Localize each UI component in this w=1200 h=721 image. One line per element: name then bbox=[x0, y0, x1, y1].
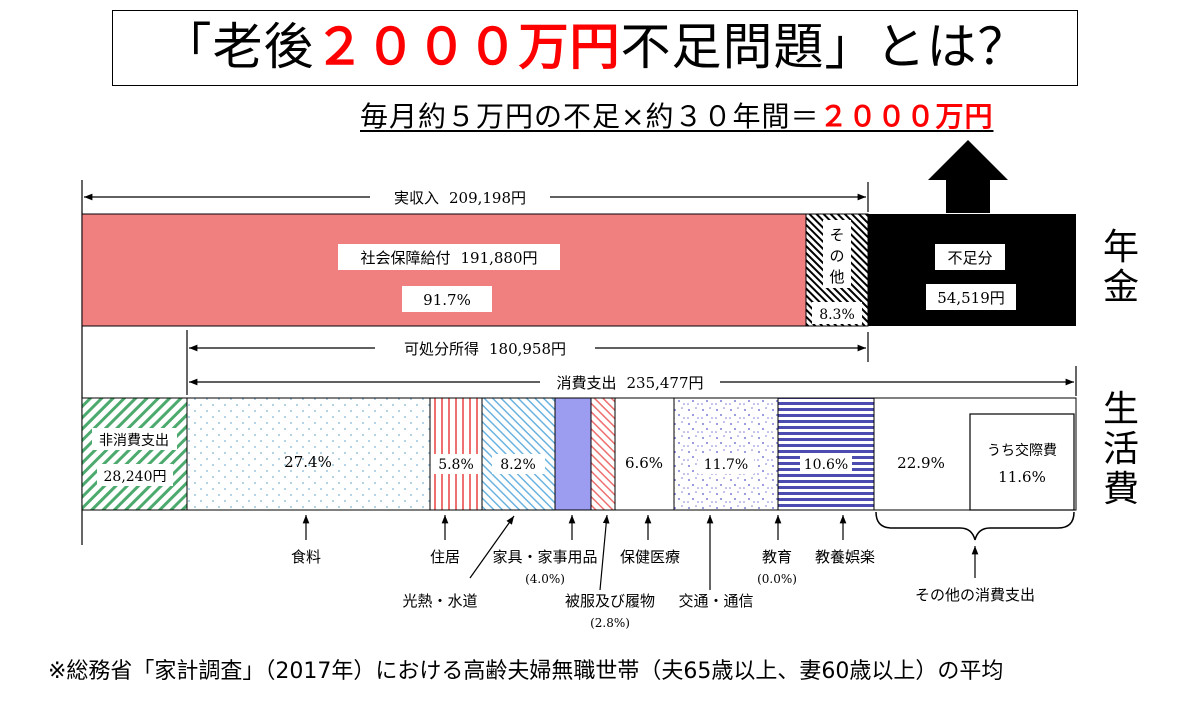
other-consumption-pct: 22.9% bbox=[897, 454, 945, 472]
consumption-label: 消費支出 235,477円 bbox=[556, 374, 703, 392]
income-other-pct: 8.3% bbox=[819, 307, 855, 323]
non-consumption-label: 非消費支出 bbox=[99, 433, 169, 449]
transport-pct: 11.7% bbox=[704, 457, 748, 473]
income-other-label-bg bbox=[823, 220, 851, 288]
food-pct: 27.4% bbox=[284, 453, 332, 471]
source-footnote: ※総務省「家計調査」（2017年）における高齢夫婦無職世帯（夫65歳以上、妻60… bbox=[48, 659, 1004, 684]
label-medical: 保健医療 bbox=[620, 548, 680, 566]
disposable-label: 可処分所得 180,958円 bbox=[404, 340, 566, 358]
page-title: 「老後２０００万円不足問題」とは？ bbox=[113, 17, 1077, 77]
social-security-label: 社会保障給付 191,880円 bbox=[360, 249, 537, 267]
shortfall-value-bg bbox=[926, 284, 1016, 310]
label-utilities: 光熱・水道 bbox=[402, 592, 477, 610]
bar-entertainment-expenses bbox=[969, 413, 1075, 511]
transport-pct-bg bbox=[698, 454, 754, 474]
label-education-pct: (0.0%) bbox=[757, 572, 797, 586]
shortfall-up-arrow bbox=[928, 140, 1008, 213]
label-food: 食料 bbox=[291, 548, 321, 566]
income-total-label-bg bbox=[370, 186, 550, 208]
shortfall-label: 不足分 bbox=[947, 249, 992, 267]
disposable-label-bg bbox=[375, 337, 595, 359]
entertainment-expenses-pct: 11.6% bbox=[998, 468, 1046, 486]
shortfall-formula: 毎月約５万円の不足×約３０年間＝２０００万円 bbox=[360, 99, 1086, 135]
label-entertainment: 教養娯楽 bbox=[815, 548, 875, 566]
bar-clothing bbox=[590, 397, 616, 511]
label-clothing-pct: (2.8%) bbox=[590, 616, 630, 630]
shortfall-value: 54,519円 bbox=[937, 289, 1005, 307]
pointer-utilities bbox=[469, 515, 515, 579]
bar-entertainment bbox=[777, 397, 875, 511]
income-other-label: その他 bbox=[829, 226, 844, 286]
title-highlight: ２０００万円 bbox=[314, 18, 621, 76]
social-security-pct-bg bbox=[402, 286, 492, 312]
housing-pct-bg bbox=[434, 454, 478, 474]
side-label-living: 生活費 bbox=[1102, 389, 1139, 510]
non-consumption-value-bg bbox=[97, 464, 173, 486]
shortfall-label-bg bbox=[935, 244, 1005, 270]
entertainment-pct: 10.6% bbox=[804, 457, 848, 473]
bar-food bbox=[186, 397, 431, 511]
non-consumption-label-bg bbox=[92, 428, 177, 450]
consumption-label-bg bbox=[540, 371, 720, 393]
non-consumption-value: 28,240円 bbox=[104, 469, 167, 485]
housing-pct: 5.8% bbox=[438, 457, 474, 473]
label-transport: 交通・通信 bbox=[678, 592, 753, 610]
label-education: 教育 bbox=[762, 548, 792, 566]
pointer-clothing bbox=[599, 514, 610, 591]
income-other-pct-bg bbox=[812, 302, 862, 324]
utilities-pct-bg bbox=[492, 454, 545, 474]
social-security-pct: 91.7% bbox=[423, 291, 471, 309]
bar-non-consumption bbox=[81, 397, 188, 511]
entertainment-pct-bg bbox=[800, 454, 852, 474]
label-other-consumption: その他の消費支出 bbox=[915, 586, 1035, 604]
side-label-pension: 年金 bbox=[1102, 227, 1139, 308]
title-box: 「老後２０００万円不足問題」とは？ bbox=[112, 10, 1078, 86]
utilities-pct: 8.2% bbox=[500, 457, 536, 473]
bar-furniture bbox=[554, 397, 592, 511]
entertainment-expenses-label: うち交際費 bbox=[987, 442, 1057, 459]
medical-pct: 6.6% bbox=[625, 454, 663, 472]
title-prefix: 「老後 bbox=[161, 18, 315, 76]
formula-text: 毎月約５万円の不足×約３０年間＝ bbox=[360, 100, 820, 133]
label-clothing: 被服及び履物 bbox=[565, 592, 655, 610]
income-total-label: 実収入 209,198円 bbox=[394, 189, 526, 207]
formula-highlight: ２０００万円 bbox=[819, 100, 994, 133]
other-consumption-brace bbox=[875, 511, 1075, 541]
label-housing: 住居 bbox=[430, 548, 460, 566]
label-furniture: 家具・家事用品 bbox=[492, 548, 597, 566]
title-suffix: 不足問題」とは？ bbox=[620, 18, 1029, 76]
label-furniture-pct: (4.0%) bbox=[525, 572, 565, 586]
social-security-label-bg bbox=[338, 244, 560, 270]
